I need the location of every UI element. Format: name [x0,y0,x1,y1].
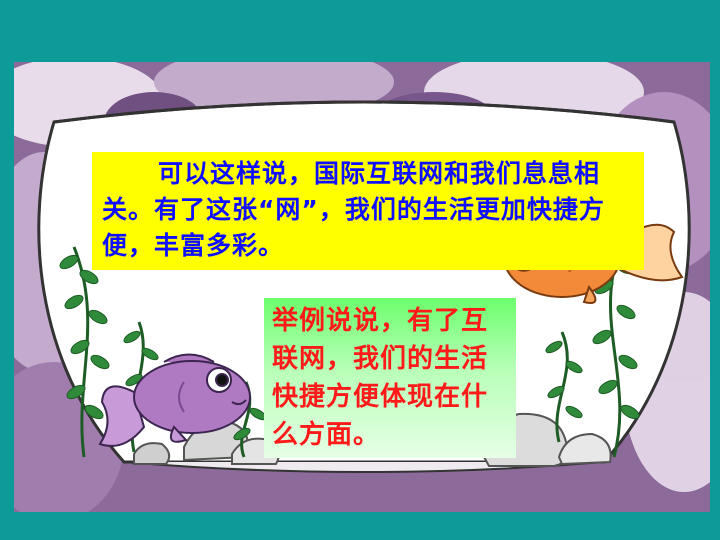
paragraph-text: 可以这样说，国际互联网和我们息息相关。有了这张“网”，我们的生活更加快捷方便，丰… [102,159,605,260]
paragraph-box: 可以这样说，国际互联网和我们息息相关。有了这张“网”，我们的生活更加快捷方便，丰… [92,152,644,270]
question-box: 举例说说，有了互联网，我们的生活快捷方便体现在什么方面。 [264,298,516,458]
slide: 可以这样说，国际互联网和我们息息相关。有了这张“网”，我们的生活更加快捷方便，丰… [14,62,710,512]
question-text: 举例说说，有了互联网，我们的生活快捷方便体现在什么方面。 [272,306,489,450]
purple-fish-icon [98,353,251,447]
